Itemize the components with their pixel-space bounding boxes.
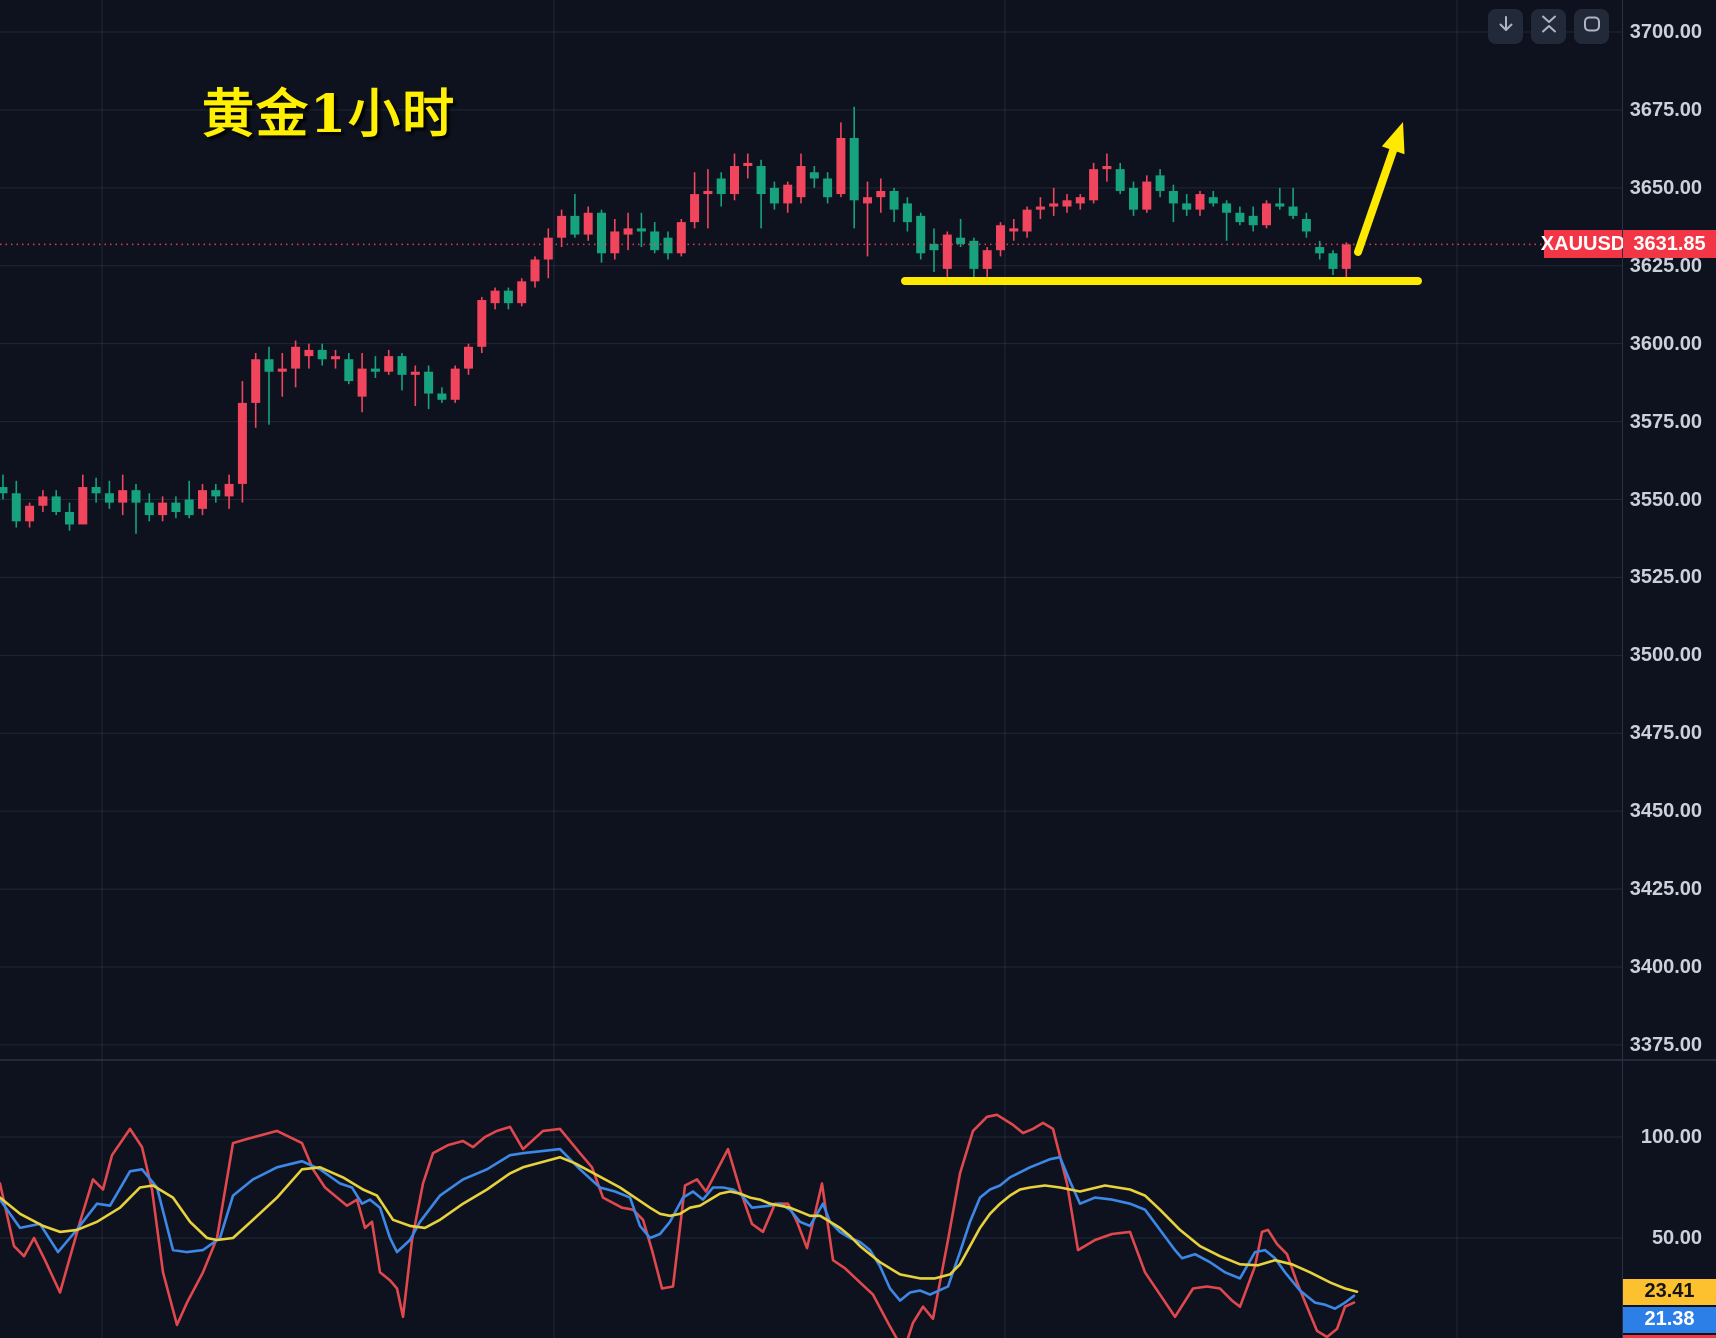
kdj-j-value-badge-clipped: [1623, 1334, 1716, 1338]
price-axis-label: 3575.00: [1629, 410, 1702, 433]
indicator-axis-label: 50.00: [1651, 1227, 1702, 1249]
chart-title: 黄金1小时: [202, 84, 457, 145]
arrow-down-icon: [1496, 14, 1516, 39]
indicator-axis-label: 100.00: [1640, 1126, 1702, 1148]
price-axis-label: 3400.00: [1629, 956, 1702, 978]
price-axis-label: 3425.00: [1629, 878, 1702, 901]
price-axis-label: 3525.00: [1629, 566, 1702, 589]
price-axis-label: 3475.00: [1629, 722, 1702, 745]
kdj-d-value-badge: 21.38: [1623, 1306, 1716, 1333]
kdj-k-value-badge: 23.41: [1623, 1278, 1716, 1305]
collapse-icon: [1539, 14, 1559, 39]
maximize-pane-button[interactable]: [1574, 9, 1609, 44]
price-axis-label: 3700.00: [1629, 21, 1702, 43]
last-price-badge: 3631.85: [1623, 230, 1716, 259]
price-axis[interactable]: 3700.00 3675.00 3650.00 3625.00 3600.00 3575.…: [1622, 0, 1716, 1338]
price-axis-label: 3625.00: [1629, 254, 1702, 277]
move-pane-down-button[interactable]: [1488, 9, 1523, 44]
collapse-pane-button[interactable]: [1531, 9, 1566, 44]
price-axis-label: 3675.00: [1629, 98, 1702, 121]
price-axis-label: 3650.00: [1629, 176, 1702, 199]
price-axis-label: 3450.00: [1629, 800, 1702, 823]
price-axis-label: 3600.00: [1629, 332, 1702, 355]
price-axis-label: 3375.00: [1629, 1033, 1702, 1056]
symbol-price-label: XAUUSD: [1541, 230, 1625, 259]
price-axis-label: 3550.00: [1629, 488, 1702, 511]
price-axis-label: 3500.00: [1629, 644, 1702, 667]
maximize-icon: [1582, 14, 1602, 39]
pane-button-group: [1488, 9, 1609, 44]
